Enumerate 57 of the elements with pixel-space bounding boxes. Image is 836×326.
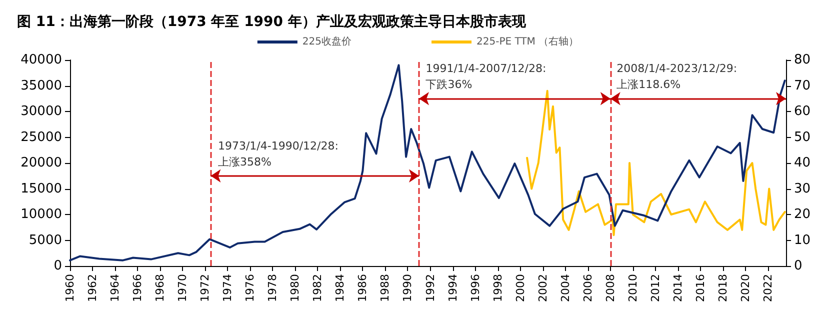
- annotation: 1973/1/4-1990/12/28: 上涨358%: [218, 139, 338, 168]
- x-tick-label: 1966: [131, 274, 144, 302]
- x-tick-label: 1982: [311, 274, 324, 302]
- x-tick-label: 2006: [581, 274, 594, 302]
- x-tick-label: 1980: [288, 274, 302, 302]
- x-tick-label: 1960: [64, 274, 76, 302]
- x-tick-label: 2018: [716, 274, 730, 302]
- x-tick-label: 2012: [648, 274, 662, 302]
- x-tick-label: 1992: [424, 274, 437, 302]
- x-tick-label: 2008: [604, 274, 617, 302]
- x-tick-label: 1978: [266, 274, 280, 302]
- y2-tick-label: 0: [794, 258, 802, 274]
- legend-label: 225-PE TTM （右轴）: [476, 36, 579, 48]
- x-tick-label: 1996: [468, 274, 482, 302]
- y-tick-label: 35000: [20, 78, 62, 94]
- y-tick-label: 15000: [20, 181, 62, 196]
- y-tick-label: 20000: [20, 156, 62, 170]
- y-tick-label: 30000: [20, 104, 62, 119]
- annotation: 1991/1/4-2007/12/28: 下跌36%: [426, 62, 546, 92]
- y2-tick-label: 70: [794, 78, 811, 94]
- x-tick-label: 2010: [626, 274, 640, 302]
- y2-tick-label: 50: [794, 130, 811, 145]
- x-tick-label: 2004: [558, 274, 572, 302]
- legend-label: 225收盘价: [302, 36, 352, 48]
- x-tick-label: 1962: [86, 274, 100, 302]
- x-tick-label: 2014: [671, 274, 684, 302]
- x-tick-label: 1986: [356, 274, 370, 302]
- y-tick-label: 40000: [20, 52, 62, 68]
- y-tick-label: 5000: [28, 232, 62, 248]
- x-tick-label: 1994: [446, 274, 460, 302]
- x-tick-label: 1988: [378, 274, 392, 302]
- y2-tick-label: 20: [794, 207, 811, 222]
- x-tick-label: 2002: [536, 274, 550, 302]
- x-tick-label: 1972: [198, 274, 212, 302]
- x-tick-label: 2016: [694, 274, 707, 302]
- y2-tick-label: 10: [794, 232, 811, 248]
- x-tick-label: 1970: [176, 274, 190, 302]
- annotation: 2008/1/4-2023/12/29: 上涨118.6%: [616, 62, 738, 92]
- y-tick-label: 0: [54, 258, 62, 274]
- x-tick-label: 1984: [334, 274, 347, 302]
- x-tick-label: 1976: [244, 274, 257, 302]
- y2-tick-label: 30: [794, 181, 811, 196]
- y2-tick-label: 80: [794, 52, 811, 68]
- chart-title: 图 11：出海第一阶段（1973 年至 1990 年）产业及宏观政策主导日本股市表现: [17, 13, 527, 30]
- x-tick-label: 2000: [514, 274, 527, 302]
- x-tick-label: 1964: [108, 274, 122, 302]
- y-tick-label: 10000: [20, 207, 62, 222]
- x-tick-label: 2020: [738, 274, 752, 302]
- y2-tick-label: 40: [794, 156, 811, 170]
- x-tick-label: 1990: [401, 274, 414, 302]
- x-tick-label: 2022: [761, 274, 774, 302]
- line-series: [69, 64, 786, 262]
- y-tick-label: 25000: [20, 130, 62, 145]
- x-tick-label: 1998: [491, 274, 504, 302]
- y2-tick-label: 60: [794, 104, 811, 119]
- x-tick-label: 1968: [154, 274, 167, 302]
- x-tick-label: 1974: [221, 274, 234, 302]
